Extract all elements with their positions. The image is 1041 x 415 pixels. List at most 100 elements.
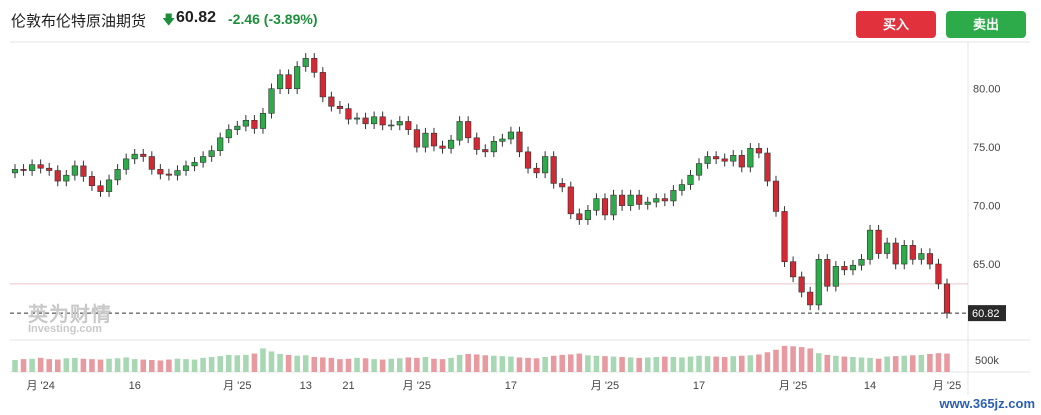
y-tick-label: 70.00	[973, 201, 1001, 213]
candle-body	[636, 194, 643, 205]
candle-body	[456, 121, 463, 141]
volume-bar	[747, 355, 754, 372]
candle-body	[713, 156, 720, 160]
volume-bar	[200, 357, 206, 372]
arrow-down-icon: 🡇	[162, 12, 176, 27]
x-tick-label: 14	[864, 380, 876, 392]
current-price-label: 60.82	[972, 308, 1000, 320]
volume-bar	[910, 355, 916, 372]
volume-bar	[29, 358, 35, 372]
candle-body	[516, 131, 523, 153]
candle-body	[131, 153, 138, 160]
candle-body	[507, 131, 515, 140]
y-tick-label: 75.00	[973, 142, 1001, 154]
volume-bar	[568, 354, 574, 372]
candle-body	[559, 183, 566, 188]
watermark-en: Investing.com	[28, 323, 102, 335]
candle-body	[593, 198, 600, 211]
volume-bar	[166, 359, 172, 372]
volume-bar	[773, 349, 779, 372]
volume-bar	[875, 358, 882, 372]
volume-bar	[243, 354, 249, 372]
x-tick-label: 17	[693, 380, 705, 392]
volume-bar	[362, 358, 369, 372]
candle-body	[105, 179, 113, 192]
volume-bar	[807, 348, 813, 372]
volume-bar	[542, 357, 548, 372]
candle-body	[832, 266, 839, 287]
candle-body	[772, 180, 780, 212]
candle-body	[858, 259, 865, 266]
volume-bar	[516, 357, 523, 372]
volume-bar	[499, 356, 506, 372]
volume-bar	[798, 347, 805, 372]
candle-body	[755, 148, 762, 154]
candle-body	[482, 149, 489, 153]
sell-button[interactable]: 卖出	[946, 11, 1026, 38]
candle-body	[695, 163, 703, 176]
x-tick-label: 21	[342, 380, 354, 392]
volume-bar	[764, 352, 771, 372]
candle-body	[601, 198, 609, 216]
candle-body	[678, 184, 686, 191]
buy-button[interactable]: 买入	[856, 11, 936, 38]
volume-bar	[379, 359, 386, 372]
volume-bar	[89, 359, 95, 372]
candle-body	[362, 117, 369, 125]
volume-bar	[388, 358, 394, 372]
volume-bar	[901, 355, 908, 372]
candle-body	[191, 162, 198, 167]
candle-body	[670, 190, 677, 202]
volume-bar	[72, 357, 78, 372]
volume-bar	[396, 358, 403, 372]
candle-body	[439, 145, 446, 149]
candle-body	[687, 174, 694, 185]
candle-body	[473, 137, 480, 150]
instrument-title: 伦敦布伦特原油期货	[11, 13, 147, 30]
candle-body	[524, 151, 532, 169]
candle-body	[328, 96, 335, 107]
candle-body	[200, 156, 207, 163]
volume-bar	[217, 356, 223, 372]
candle-body	[824, 259, 831, 287]
candle-body	[781, 211, 788, 263]
candle-body	[371, 116, 378, 125]
candle-body	[208, 150, 215, 157]
candle-body	[217, 137, 224, 151]
volume-bar	[850, 357, 856, 372]
candle-body	[935, 263, 942, 285]
volume-bar	[833, 355, 839, 372]
volume-bar	[106, 358, 112, 372]
volume-bar	[704, 356, 711, 372]
candle-body	[157, 169, 164, 175]
candle-body	[379, 116, 386, 126]
candle-body	[926, 253, 933, 265]
candle-body	[405, 121, 412, 130]
volume-bar	[781, 345, 788, 372]
volume-bar	[533, 358, 540, 372]
volume-bar	[739, 355, 745, 372]
y-tick-label: 80.00	[973, 84, 1001, 96]
volume-bar	[37, 357, 44, 372]
x-tick-label: 16	[129, 380, 141, 392]
candle-body	[114, 169, 121, 181]
candle-body	[37, 164, 44, 169]
candle-body	[909, 245, 916, 260]
volume-bar	[653, 357, 660, 372]
candle-body	[430, 132, 438, 147]
investing-watermark: 英为财情 Investing.com	[28, 298, 112, 335]
volume-bar	[80, 358, 87, 372]
candle-body	[319, 72, 326, 98]
volume-bar	[935, 353, 942, 372]
volume-bar	[576, 353, 583, 372]
candle-body	[730, 155, 737, 162]
volume-bar	[157, 360, 164, 372]
y-tick-label: 65.00	[973, 259, 1001, 271]
watermark-cn: 英为财情	[28, 304, 112, 326]
candle-body	[943, 283, 951, 314]
candle-body	[584, 209, 591, 220]
volume-bar	[867, 357, 873, 372]
volume-bar	[12, 360, 18, 372]
candle-body	[174, 170, 181, 176]
